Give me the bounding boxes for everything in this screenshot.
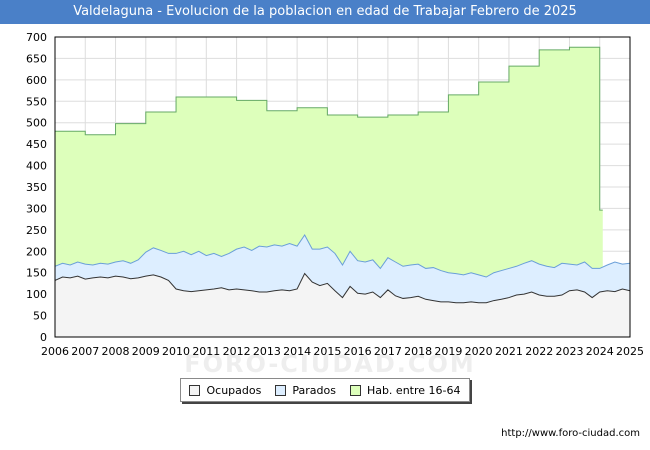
y-tick-label: 200: [26, 245, 47, 258]
ocupados-line: [54, 272, 631, 304]
series-areas: [54, 46, 631, 338]
ocupados-area: [55, 273, 630, 337]
x-tick-label: 2025: [616, 345, 644, 358]
hab-swatch-icon: [349, 384, 361, 396]
parados-swatch-icon: [275, 384, 287, 396]
y-tick-label: 150: [26, 267, 47, 280]
x-tick-label: 2024: [586, 345, 614, 358]
x-tick-label: 2011: [192, 345, 220, 358]
y-tick-label: 100: [26, 288, 47, 301]
x-tick-label: 2008: [102, 345, 130, 358]
x-tick-label: 2012: [223, 345, 251, 358]
legend-item-parados: Parados: [275, 384, 336, 397]
x-tick-label: 2009: [132, 345, 160, 358]
x-tick-label: 2015: [313, 345, 341, 358]
y-tick-label: 300: [26, 202, 47, 215]
legend-label-hab: Hab. entre 16-64: [366, 383, 461, 397]
tick-labels: 0 50 100 150 200 250 300 350 400 450 500 550 600 650 7…: [26, 31, 644, 358]
legend: Ocupados Parados Hab. entre 16-64: [180, 378, 470, 402]
x-tick-label: 2010: [162, 345, 190, 358]
plot-frame: [54, 36, 631, 338]
x-tick-label: 2022: [525, 345, 553, 358]
y-tick-label: 400: [26, 160, 47, 173]
legend-item-ocupados: Ocupados: [189, 384, 261, 397]
axes: [54, 36, 631, 338]
x-tick-label: 2016: [344, 345, 372, 358]
hab-line: [55, 46, 603, 211]
y-tick-label: 650: [26, 52, 47, 65]
y-tick-label: 250: [26, 224, 47, 237]
watermark-text: FORO-CIUDAD.COM: [184, 350, 476, 378]
y-tick-label: 450: [26, 138, 47, 151]
x-tick-label: 2018: [404, 345, 432, 358]
watermark: FORO-CIUDAD.COM: [184, 350, 476, 378]
y-tick-label: 550: [26, 95, 47, 108]
x-tick-label: 2007: [71, 345, 99, 358]
legend-item-hab: Hab. entre 16-64: [349, 383, 461, 397]
y-tick-label: 50: [33, 310, 47, 323]
y-tick-label: 0: [40, 331, 47, 344]
legend-label-ocupados: Ocupados: [206, 383, 262, 397]
x-tick-label: 2020: [465, 345, 493, 358]
legend-label-parados: Parados: [292, 383, 336, 397]
x-tick-label: 2014: [283, 345, 311, 358]
x-tick-label: 2006: [41, 345, 69, 358]
x-tick-label: 2019: [434, 345, 462, 358]
x-tick-label: 2021: [495, 345, 523, 358]
ocupados-swatch-icon: [189, 384, 201, 396]
y-tick-label: 700: [26, 31, 47, 44]
y-tick-label: 600: [26, 74, 47, 87]
chart-title: Valdelaguna - Evolucion de la poblacion …: [0, 0, 650, 24]
footer-url[interactable]: http://www.foro-ciudad.com: [501, 428, 640, 439]
y-tick-label: 350: [26, 181, 47, 194]
x-tick-label: 2023: [555, 345, 583, 358]
y-tick-label: 500: [26, 117, 47, 130]
x-tick-label: 2017: [374, 345, 402, 358]
x-tick-label: 2013: [253, 345, 281, 358]
parados-line: [54, 234, 631, 278]
